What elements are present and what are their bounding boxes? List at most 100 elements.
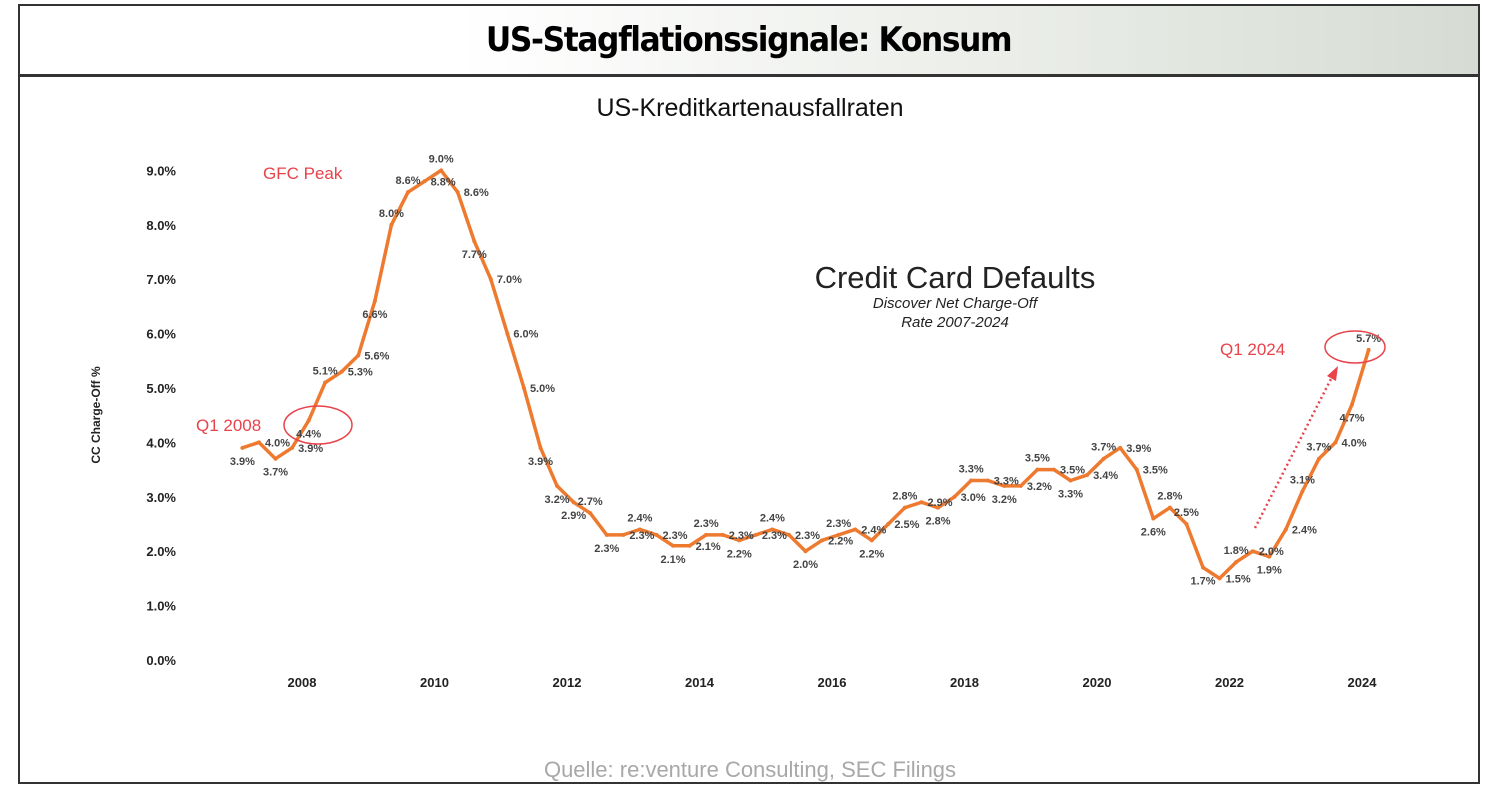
data-label: 5.6%	[364, 350, 389, 362]
data-point	[1300, 489, 1305, 494]
data-point	[389, 222, 394, 227]
data-label: 3.1%	[1290, 474, 1315, 486]
data-label: 2.4%	[861, 524, 886, 536]
data-point	[555, 483, 560, 488]
data-point	[1316, 456, 1321, 461]
data-point	[372, 298, 377, 303]
data-label: 3.7%	[263, 467, 288, 479]
data-label: 4.0%	[1342, 437, 1367, 449]
data-label: 3.7%	[1091, 442, 1116, 454]
data-label: 2.3%	[795, 530, 820, 542]
data-label: 1.7%	[1190, 576, 1215, 588]
data-point	[256, 440, 261, 445]
data-point	[869, 538, 874, 543]
data-point	[1068, 478, 1073, 483]
data-label: 3.9%	[1126, 443, 1151, 455]
data-label: 2.0%	[793, 559, 818, 571]
data-point	[290, 445, 295, 450]
data-point	[803, 549, 808, 554]
x-tick-label: 2016	[818, 675, 847, 690]
data-label: 3.4%	[1093, 470, 1118, 482]
data-label: 2.2%	[727, 548, 752, 560]
data-label: 2.0%	[1259, 546, 1284, 558]
y-ticks: 0.0% 1.0% 2.0% 3.0% 4.0% 5.0% 6.0% 7.0% 8.0% 9.0%	[146, 163, 176, 668]
data-label: 8.8%	[431, 176, 456, 188]
data-point	[538, 445, 543, 450]
data-point	[886, 522, 891, 526]
data-label: 6.0%	[513, 329, 538, 341]
x-tick-label: 2024	[1348, 675, 1378, 690]
data-point	[753, 532, 758, 537]
data-point	[521, 386, 526, 390]
data-point	[1283, 527, 1288, 532]
x-tick-label: 2012	[553, 675, 582, 690]
data-point	[1250, 549, 1255, 554]
data-point	[737, 538, 742, 543]
data-label: 5.7%	[1356, 333, 1381, 345]
inner-chart-title: Credit Card Defaults	[815, 260, 1096, 295]
data-point	[902, 505, 907, 510]
data-point	[720, 532, 725, 537]
data-label: 2.3%	[762, 530, 787, 542]
data-point	[936, 505, 940, 510]
data-label: 2.9%	[561, 510, 586, 522]
data-label: 2.4%	[760, 512, 785, 524]
data-point	[273, 456, 278, 461]
data-point	[240, 445, 245, 450]
data-label: 3.9%	[298, 443, 323, 455]
data-point	[687, 543, 692, 548]
data-label: 8.0%	[379, 208, 404, 220]
data-label: 4.7%	[1340, 412, 1365, 424]
data-point	[1018, 483, 1023, 488]
data-label: 2.8%	[892, 491, 917, 503]
y-tick-label: 4.0%	[146, 435, 176, 450]
data-point	[1134, 467, 1139, 472]
data-label: 2.3%	[662, 530, 687, 542]
data-label: 5.0%	[530, 383, 555, 395]
data-point	[836, 532, 841, 537]
x-tick-label: 2020	[1083, 675, 1112, 690]
data-label: 2.6%	[1141, 527, 1166, 539]
data-point	[919, 500, 924, 505]
data-point	[1151, 516, 1156, 521]
data-label: 5.3%	[348, 367, 373, 379]
x-tick-label: 2008	[288, 675, 317, 690]
y-tick-label: 6.0%	[146, 327, 176, 342]
trend-arrow	[1253, 374, 1335, 529]
data-label: 1.8%	[1224, 545, 1249, 557]
data-point	[1051, 467, 1056, 472]
data-point	[853, 527, 858, 532]
data-point	[654, 532, 659, 537]
data-label: 2.3%	[594, 543, 619, 555]
data-point	[1234, 560, 1239, 565]
inner-chart-subtitle-1: Discover Net Charge-Off	[873, 295, 1039, 312]
x-tick-label: 2022	[1215, 675, 1244, 690]
data-point	[406, 190, 410, 195]
data-point	[455, 190, 460, 195]
data-label: 2.1%	[660, 554, 685, 566]
data-label: 3.5%	[1060, 465, 1085, 477]
data-label: 2.8%	[1157, 491, 1182, 503]
x-ticks: 2008 2010 2012 2014 2016 2018 2020 2022 2024	[288, 675, 1378, 690]
data-point	[439, 168, 444, 173]
data-label: 2.5%	[1174, 507, 1199, 519]
data-label: 3.3%	[994, 475, 1019, 487]
data-point	[571, 500, 576, 505]
data-label: 2.4%	[627, 512, 652, 524]
data-label: 1.9%	[1257, 565, 1282, 577]
data-label: 2.3%	[629, 530, 654, 542]
x-tick-label: 2010	[420, 675, 449, 690]
y-tick-label: 2.0%	[146, 544, 176, 559]
x-tick-label: 2014	[685, 675, 715, 690]
data-point	[621, 532, 626, 537]
data-label: 2.3%	[826, 518, 851, 530]
data-label: 3.3%	[1058, 488, 1083, 500]
data-point	[704, 532, 709, 537]
annotation-q1-2024: Q1 2024	[1220, 340, 1285, 359]
data-point	[1267, 554, 1272, 559]
slide-title: US-Stagflationssignale: Konsum	[486, 20, 1013, 60]
slide-frame: US-Stagflationssignale: Konsum	[18, 4, 1480, 784]
data-label: 4.4%	[296, 429, 321, 441]
y-tick-label: 0.0%	[146, 653, 176, 668]
data-point	[1184, 522, 1189, 526]
